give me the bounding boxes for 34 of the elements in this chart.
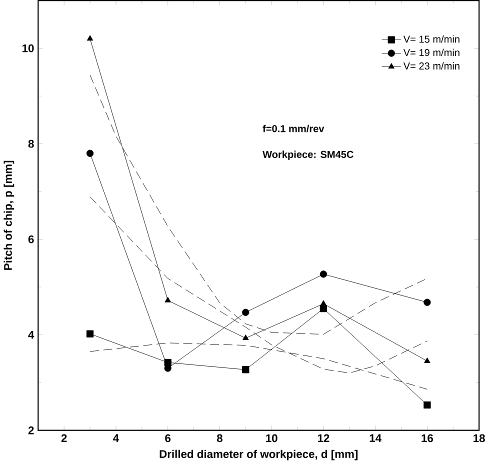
x-tick-label: 8 — [216, 434, 222, 442]
point — [242, 308, 250, 316]
point — [86, 330, 94, 338]
x-axis-title: Drilled diameter of workpiece, d [mm] — [160, 450, 358, 460]
y-tick-label: 4 — [28, 330, 34, 339]
x-tick-label: 12 — [318, 434, 330, 442]
point — [320, 300, 327, 306]
x-tick-label: 6 — [165, 434, 171, 442]
point — [242, 334, 249, 340]
annotation: Workpiece: SM45C — [262, 150, 354, 160]
point — [164, 296, 171, 302]
point — [164, 364, 172, 372]
x-tick-label: 18 — [474, 434, 485, 442]
x-tick-label: 14 — [370, 434, 382, 442]
y-axis-title: Pitch of chip, p [mm] — [4, 160, 14, 270]
y-tick-label: 10 — [22, 44, 34, 52]
annotation: f=0.1 mm/rev — [262, 124, 324, 132]
point — [424, 298, 431, 306]
y-tick-label: 2 — [28, 426, 34, 434]
legend-label: V= 19 m/min — [403, 48, 460, 56]
x-tick-label: 2 — [61, 434, 67, 442]
point — [86, 35, 94, 41]
point — [424, 358, 430, 363]
x-tick-label: 16 — [422, 434, 434, 442]
point — [242, 366, 250, 374]
x-tick-label: 10 — [266, 434, 278, 442]
point — [86, 150, 94, 157]
point — [424, 401, 431, 409]
legend-label: V= 23 m/min — [403, 62, 460, 70]
x-tick-label: 4 — [113, 434, 120, 442]
y-tick-label: 6 — [28, 235, 34, 244]
y-tick-label: 8 — [28, 140, 34, 148]
point — [320, 270, 328, 278]
legend-label: V= 15 m/min — [403, 35, 460, 43]
